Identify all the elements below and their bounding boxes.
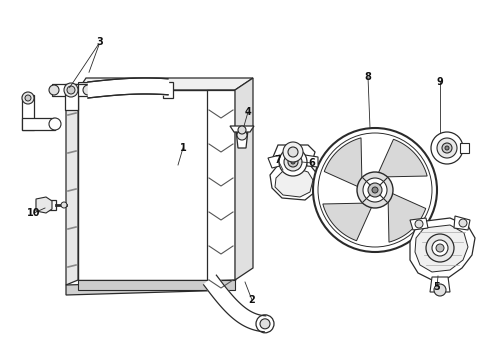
Polygon shape [52,84,90,96]
Circle shape [415,220,423,228]
Polygon shape [275,168,313,197]
Circle shape [288,147,298,157]
Circle shape [291,160,295,164]
Polygon shape [78,78,253,90]
Circle shape [61,202,67,208]
Circle shape [284,153,302,171]
Circle shape [368,183,382,197]
Polygon shape [388,193,426,242]
Circle shape [83,85,93,95]
Polygon shape [236,130,248,148]
Polygon shape [378,139,427,177]
Bar [207,90,235,280]
Text: 8: 8 [365,72,371,82]
Circle shape [288,157,298,167]
Circle shape [442,143,452,153]
Circle shape [434,284,446,296]
Circle shape [432,240,448,256]
Text: 3: 3 [97,37,103,47]
Circle shape [22,92,34,104]
Circle shape [459,219,467,227]
Text: 1: 1 [180,143,186,153]
Circle shape [49,118,61,130]
Circle shape [445,146,449,150]
Bar [78,90,235,280]
Text: 7: 7 [274,155,281,165]
Polygon shape [430,277,450,292]
Polygon shape [36,197,52,213]
Bar [78,82,108,90]
Polygon shape [410,218,428,230]
Circle shape [260,319,270,329]
Polygon shape [204,275,266,332]
Polygon shape [460,143,469,153]
Circle shape [67,86,75,94]
Polygon shape [235,78,253,280]
Polygon shape [454,216,470,230]
Circle shape [237,130,247,140]
Circle shape [313,128,437,252]
Bar [78,280,235,290]
Circle shape [279,148,307,176]
Polygon shape [66,90,78,285]
Circle shape [25,95,31,101]
Circle shape [256,315,274,333]
Text: 9: 9 [437,77,443,87]
Polygon shape [410,218,475,280]
Circle shape [49,85,59,95]
Circle shape [426,234,454,262]
Circle shape [431,132,463,164]
Polygon shape [22,95,34,130]
Circle shape [64,83,78,97]
Polygon shape [268,155,284,168]
Text: 5: 5 [434,282,441,292]
Text: 2: 2 [248,295,255,305]
Polygon shape [22,118,55,130]
Polygon shape [323,203,372,241]
Polygon shape [230,126,254,132]
Circle shape [363,178,387,202]
Polygon shape [270,162,318,200]
Polygon shape [66,280,235,295]
Circle shape [436,244,444,252]
Polygon shape [65,84,78,110]
Text: 4: 4 [245,107,251,117]
Polygon shape [324,138,362,187]
Circle shape [437,138,457,158]
Text: 10: 10 [27,208,41,218]
Polygon shape [36,200,56,210]
Circle shape [372,187,378,193]
Circle shape [357,172,393,208]
Polygon shape [273,145,315,165]
Polygon shape [305,155,318,167]
Circle shape [238,126,246,134]
Polygon shape [415,225,468,272]
Text: 6: 6 [309,158,316,168]
Bar [163,82,173,98]
Circle shape [283,142,303,162]
Circle shape [318,133,432,247]
